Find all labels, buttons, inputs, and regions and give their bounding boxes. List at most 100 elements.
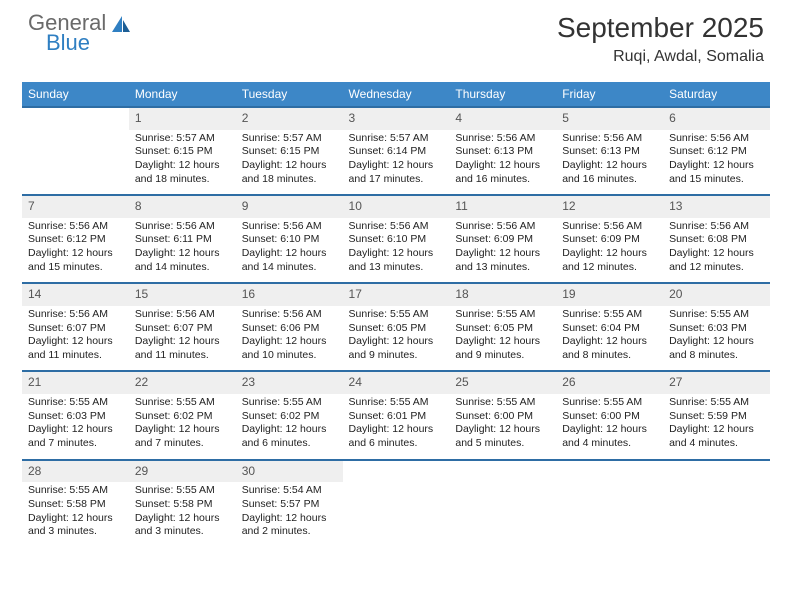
sunset-text: Sunset: 6:00 PM — [455, 410, 550, 424]
sunrise-text: Sunrise: 5:56 AM — [455, 132, 550, 146]
day2-text: and 9 minutes. — [455, 349, 550, 363]
day-data-cell: Sunrise: 5:55 AMSunset: 6:02 PMDaylight:… — [129, 394, 236, 460]
sunrise-text: Sunrise: 5:56 AM — [28, 308, 123, 322]
day-number-cell: 20 — [663, 283, 770, 306]
sunrise-text: Sunrise: 5:54 AM — [242, 484, 337, 498]
day-number-cell: 26 — [556, 371, 663, 394]
sunrise-text: Sunrise: 5:56 AM — [242, 220, 337, 234]
day-number-cell: 30 — [236, 460, 343, 483]
day2-text: and 14 minutes. — [135, 261, 230, 275]
logo-text: General Blue — [28, 12, 106, 54]
day-number-row: 282930 — [22, 460, 770, 483]
day1-text: Daylight: 12 hours — [135, 247, 230, 261]
day-number-cell: 15 — [129, 283, 236, 306]
sunset-text: Sunset: 6:03 PM — [669, 322, 764, 336]
day-data-cell: Sunrise: 5:55 AMSunset: 5:58 PMDaylight:… — [129, 482, 236, 547]
day-number-cell: 11 — [449, 195, 556, 218]
location-label: Ruqi, Awdal, Somalia — [557, 48, 764, 66]
sunrise-text: Sunrise: 5:55 AM — [135, 484, 230, 498]
day1-text: Daylight: 12 hours — [455, 159, 550, 173]
sunset-text: Sunset: 6:11 PM — [135, 233, 230, 247]
sunrise-text: Sunrise: 5:55 AM — [349, 308, 444, 322]
day-data-row: Sunrise: 5:55 AMSunset: 5:58 PMDaylight:… — [22, 482, 770, 547]
day-number-cell: 9 — [236, 195, 343, 218]
day-number-cell: 6 — [663, 107, 770, 130]
sunrise-text: Sunrise: 5:55 AM — [455, 308, 550, 322]
logo: General Blue — [28, 12, 132, 54]
logo-word-blue: Blue — [46, 32, 106, 54]
day1-text: Daylight: 12 hours — [669, 247, 764, 261]
day-data-cell: Sunrise: 5:55 AMSunset: 6:03 PMDaylight:… — [22, 394, 129, 460]
sunset-text: Sunset: 6:02 PM — [242, 410, 337, 424]
sunrise-text: Sunrise: 5:56 AM — [562, 220, 657, 234]
day-number-cell: 24 — [343, 371, 450, 394]
day-data-cell: Sunrise: 5:56 AMSunset: 6:09 PMDaylight:… — [449, 218, 556, 284]
day1-text: Daylight: 12 hours — [28, 247, 123, 261]
day2-text: and 8 minutes. — [562, 349, 657, 363]
day1-text: Daylight: 12 hours — [669, 335, 764, 349]
sunrise-text: Sunrise: 5:55 AM — [135, 396, 230, 410]
day2-text: and 3 minutes. — [28, 525, 123, 539]
sunset-text: Sunset: 5:57 PM — [242, 498, 337, 512]
day2-text: and 18 minutes. — [135, 173, 230, 187]
day1-text: Daylight: 12 hours — [28, 335, 123, 349]
day1-text: Daylight: 12 hours — [349, 335, 444, 349]
day2-text: and 15 minutes. — [28, 261, 123, 275]
weekday-header: Saturday — [663, 82, 770, 107]
day1-text: Daylight: 12 hours — [349, 247, 444, 261]
day-data-cell: Sunrise: 5:56 AMSunset: 6:06 PMDaylight:… — [236, 306, 343, 372]
day-data-cell: Sunrise: 5:56 AMSunset: 6:10 PMDaylight:… — [236, 218, 343, 284]
sunrise-text: Sunrise: 5:55 AM — [562, 396, 657, 410]
day1-text: Daylight: 12 hours — [669, 423, 764, 437]
sunset-text: Sunset: 6:12 PM — [669, 145, 764, 159]
day2-text: and 16 minutes. — [562, 173, 657, 187]
sunrise-text: Sunrise: 5:55 AM — [28, 396, 123, 410]
day1-text: Daylight: 12 hours — [562, 335, 657, 349]
day-data-cell: Sunrise: 5:56 AMSunset: 6:07 PMDaylight:… — [129, 306, 236, 372]
day1-text: Daylight: 12 hours — [242, 247, 337, 261]
day2-text: and 15 minutes. — [669, 173, 764, 187]
sunset-text: Sunset: 6:10 PM — [242, 233, 337, 247]
day-data-cell: Sunrise: 5:57 AMSunset: 6:15 PMDaylight:… — [236, 130, 343, 196]
day2-text: and 8 minutes. — [669, 349, 764, 363]
day2-text: and 5 minutes. — [455, 437, 550, 451]
day2-text: and 13 minutes. — [349, 261, 444, 275]
day-number-cell: 25 — [449, 371, 556, 394]
day-data-cell: Sunrise: 5:57 AMSunset: 6:15 PMDaylight:… — [129, 130, 236, 196]
sunrise-text: Sunrise: 5:57 AM — [349, 132, 444, 146]
day-data-row: Sunrise: 5:55 AMSunset: 6:03 PMDaylight:… — [22, 394, 770, 460]
day2-text: and 17 minutes. — [349, 173, 444, 187]
day2-text: and 9 minutes. — [349, 349, 444, 363]
sunrise-text: Sunrise: 5:56 AM — [669, 220, 764, 234]
day-number-cell: 14 — [22, 283, 129, 306]
sunrise-text: Sunrise: 5:56 AM — [28, 220, 123, 234]
sunrise-text: Sunrise: 5:57 AM — [242, 132, 337, 146]
weekday-header: Tuesday — [236, 82, 343, 107]
day2-text: and 13 minutes. — [455, 261, 550, 275]
sunset-text: Sunset: 6:07 PM — [28, 322, 123, 336]
day-data-cell — [449, 482, 556, 547]
sunrise-text: Sunrise: 5:55 AM — [562, 308, 657, 322]
day2-text: and 14 minutes. — [242, 261, 337, 275]
day1-text: Daylight: 12 hours — [135, 512, 230, 526]
day-data-cell: Sunrise: 5:56 AMSunset: 6:10 PMDaylight:… — [343, 218, 450, 284]
day2-text: and 7 minutes. — [28, 437, 123, 451]
day1-text: Daylight: 12 hours — [455, 335, 550, 349]
sail-icon — [110, 15, 132, 40]
day-number-row: 21222324252627 — [22, 371, 770, 394]
day-data-cell: Sunrise: 5:55 AMSunset: 6:02 PMDaylight:… — [236, 394, 343, 460]
day-data-cell: Sunrise: 5:55 AMSunset: 6:04 PMDaylight:… — [556, 306, 663, 372]
day-data-cell: Sunrise: 5:56 AMSunset: 6:12 PMDaylight:… — [22, 218, 129, 284]
sunrise-text: Sunrise: 5:55 AM — [455, 396, 550, 410]
day-number-cell — [343, 460, 450, 483]
sunrise-text: Sunrise: 5:56 AM — [135, 308, 230, 322]
day1-text: Daylight: 12 hours — [455, 247, 550, 261]
day1-text: Daylight: 12 hours — [455, 423, 550, 437]
sunset-text: Sunset: 5:59 PM — [669, 410, 764, 424]
day1-text: Daylight: 12 hours — [562, 247, 657, 261]
day-number-cell: 16 — [236, 283, 343, 306]
day2-text: and 11 minutes. — [135, 349, 230, 363]
day-data-cell: Sunrise: 5:55 AMSunset: 6:01 PMDaylight:… — [343, 394, 450, 460]
day-number-cell: 22 — [129, 371, 236, 394]
day-data-cell: Sunrise: 5:56 AMSunset: 6:08 PMDaylight:… — [663, 218, 770, 284]
